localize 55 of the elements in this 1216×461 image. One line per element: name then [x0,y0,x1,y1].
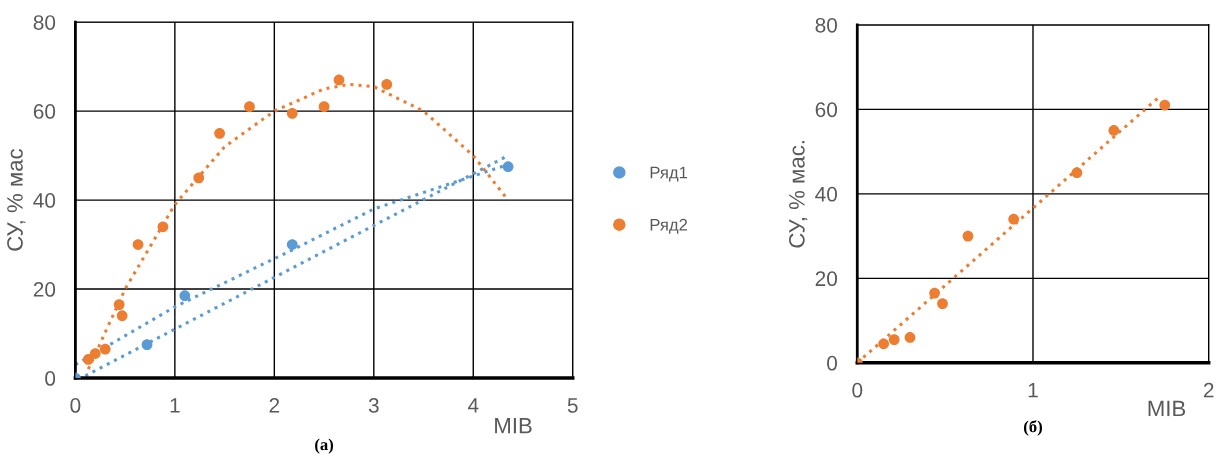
x-tick-label: 5 [567,398,578,413]
x-tick-label: 4 [467,398,479,413]
point [132,239,144,250]
point [141,339,153,351]
x-tick-label: 0 [852,382,863,398]
point [286,239,298,250]
x-tick-label: 1 [1028,383,1038,398]
legend-label: Ряд2 [650,218,688,234]
point [157,221,169,233]
point [962,230,974,242]
point [904,332,916,343]
point [193,172,205,184]
legend-label: Ряд1 [650,166,688,182]
y-axis-title: СУ, % мас [7,148,26,251]
point [381,79,393,90]
point [179,290,191,302]
y-tick-label: 0 [827,355,838,371]
point [116,310,128,322]
point [1008,213,1020,225]
point [1071,167,1083,179]
y-tick-label: 0 [45,371,56,386]
point [286,107,298,119]
point [214,127,225,139]
text: (a) [315,438,334,454]
y-tick-label: 20 [815,271,838,287]
point [502,161,514,173]
point [1108,125,1120,136]
x-tick-label: 1 [170,398,180,413]
point [99,343,111,355]
point [333,74,345,86]
point [1159,99,1171,111]
point [937,298,948,310]
x-tick-label: 0 [70,398,81,413]
x-axis-title: МІВ [1148,400,1186,417]
y-tick-label: 40 [33,193,56,208]
point [878,338,890,350]
y-tick-label: 80 [815,17,838,33]
y-tick-label: 40 [815,186,838,202]
y-tick-label: 80 [33,15,56,30]
text: (б) [1024,420,1042,436]
point [888,334,900,345]
x-axis-title: МІВ [495,417,532,434]
y-tick-label: 60 [33,104,56,119]
point [929,287,940,299]
x-tick-label: 3 [368,398,379,413]
x-tick-label: 2 [269,398,280,413]
y-tick-label: 20 [33,282,56,297]
y-axis-title: СУ, % мас. [788,141,808,248]
point [113,299,125,310]
x-tick-label: 2 [1203,382,1214,398]
y-tick-label: 60 [815,102,838,118]
point [82,353,94,365]
point [318,101,330,113]
point [244,101,255,113]
point [89,348,101,359]
